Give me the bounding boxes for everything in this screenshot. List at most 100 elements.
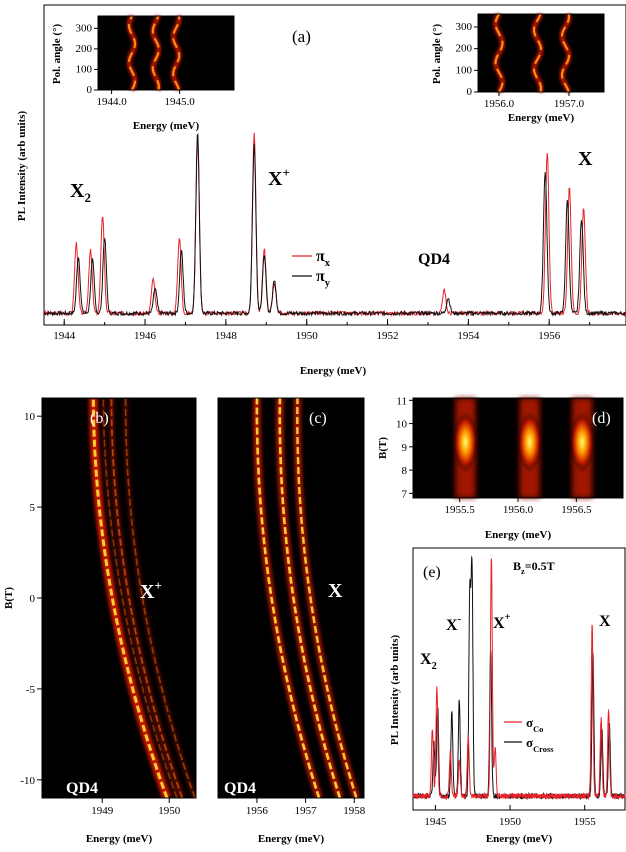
panel-a-xlabel: Energy (meV): [300, 365, 367, 377]
panel-a-frame: [43, 4, 626, 326]
map-line: [91, 398, 169, 798]
inset-right-ylabel: Pol. angle (°): [431, 24, 443, 85]
x-tick-label: 1955.5: [445, 504, 476, 516]
x-tick-label: 1957.0: [554, 98, 585, 110]
legend-label: σCross: [526, 735, 554, 754]
map-line: [102, 398, 178, 798]
legend-label-sub: Co: [533, 724, 543, 734]
map-spot: [517, 412, 542, 473]
panel-a-spectra: [43, 132, 626, 318]
x-tick-label: 1946: [134, 330, 157, 342]
inset-line-glow: [559, 13, 572, 93]
panel-e-xlabel: Energy (meV): [486, 833, 553, 845]
spectrum-Cross: [412, 555, 626, 801]
panel-c: 1956 1957 1958 (c) Energy (meV) X QD4: [217, 397, 366, 845]
x-tick-label: 1952: [377, 330, 399, 342]
x-tick-label: 1949: [91, 805, 114, 817]
legend-label-text: π: [316, 248, 325, 265]
peak-label-text: X: [268, 168, 283, 190]
peak-label: X+: [268, 165, 290, 190]
peak-label-sup: +: [505, 612, 511, 623]
x-tick-label: 1957: [295, 805, 318, 817]
x-tick-label: 1956.0: [503, 504, 534, 516]
map-line: [278, 398, 342, 798]
panel-e-frame: [412, 547, 626, 811]
x-tick-label: 1958: [343, 805, 366, 817]
y-tick-label: -10: [20, 775, 35, 787]
map-line-glow: [100, 398, 180, 798]
inset-left: 1944.0 1945.0 0 100 200 300 Energy (meV) Pol.…: [51, 14, 235, 132]
inset-left-frame: [97, 15, 235, 91]
y-tick-label: 10: [24, 411, 36, 423]
x-tick-label: 1956: [538, 330, 561, 342]
panel-d-lines: [453, 398, 595, 498]
panel-d: 1955.5 1956.0 1956.5 11 10 9 8 7 (d) B(T) Energ…: [377, 395, 624, 541]
legend-label: πy: [316, 268, 331, 289]
y-tick-label: 0: [467, 86, 473, 98]
y-tick-label: 7: [402, 488, 408, 500]
panel-b-xlabel: Energy (meV): [86, 833, 153, 845]
inset-left-lines: [126, 14, 182, 92]
x-tick-label: 1950: [158, 805, 181, 817]
panel-e-spectra: [412, 555, 626, 801]
peak-label-text: X: [578, 148, 593, 170]
state-label-text: QD4: [224, 780, 256, 797]
inset-left-xlabel: Energy (meV): [133, 120, 200, 132]
peak-label-text: QD4: [418, 251, 450, 268]
inset-right-frame: [477, 13, 605, 93]
panel-b-lines: [88, 398, 196, 798]
inset-line: [127, 15, 137, 91]
x-tick-label: 1956.0: [484, 98, 515, 110]
y-tick-label: 10: [396, 419, 408, 431]
map-spot: [453, 412, 478, 473]
panel-e-ylabel: PL Intensity (arb units): [389, 635, 401, 746]
legend-label-sub: x: [325, 258, 331, 269]
inset-line: [151, 15, 160, 91]
panel-e-label: (e): [423, 564, 441, 581]
legend-label-text: σ: [526, 715, 533, 730]
x-tick-label: 1948: [215, 330, 238, 342]
peak-label-text: X: [446, 617, 458, 634]
panel-d-ylabel: B(T): [377, 437, 389, 459]
spectrum-Co: [412, 558, 626, 801]
inset-left-ylabel: Pol. angle (°): [51, 24, 63, 85]
peak-label-text: X: [599, 613, 611, 630]
map-line: [124, 398, 196, 798]
title-rest: =0.5T: [525, 559, 555, 573]
panel-e-title: Bz=0.5T: [513, 559, 555, 576]
y-tick-label: 100: [76, 63, 93, 75]
peak-label-sub: 2: [432, 661, 437, 672]
peak-label: X: [578, 148, 593, 170]
peak-label-text: X: [493, 615, 505, 632]
panel-a: 1944 1946 1948 1950 1952 1954 1956 (a) Energy …: [16, 4, 626, 377]
map-lines: [88, 398, 196, 798]
y-tick-label: 300: [456, 21, 473, 33]
panel-a-label: (a): [292, 27, 311, 46]
inset-line-glow: [493, 12, 505, 94]
panel-b-ticks: 1949 1950 10 5 0 -5 -10: [20, 411, 180, 817]
inset-right-ticks: 1956.0 1957.0 0 100 200 300: [456, 21, 585, 110]
peak-label: X+: [493, 612, 511, 632]
panel-a-x-ticks: 1944 1946 1948 1950 1952 1954 1956: [53, 319, 591, 342]
y-tick-label: 5: [30, 502, 36, 514]
legend-label: πx: [316, 248, 331, 269]
panel-e-ticks: 1945 1950 1955: [424, 805, 596, 828]
state-label: X+: [140, 578, 162, 603]
panel-b-state-labels: X+ QD4: [66, 578, 162, 797]
x-tick-label: 1950: [499, 816, 522, 828]
panel-d-ticks: 1955.5 1956.0 1956.5 11 10 9 8 7: [396, 395, 592, 516]
y-tick-label: 0: [30, 593, 36, 605]
inset-right-xlabel: Energy (meV): [508, 112, 575, 124]
x-tick-label: 1945: [424, 816, 447, 828]
x-tick-label: 1950: [296, 330, 319, 342]
legend-label-sub: y: [325, 278, 331, 289]
state-label-text: X: [140, 581, 155, 603]
map-lines: [252, 398, 361, 798]
peak-label-text: X: [420, 651, 432, 668]
panel-b-label: (b): [90, 410, 109, 427]
y-tick-label: 0: [87, 84, 93, 96]
spectrum-y: [43, 133, 626, 318]
inset-line: [532, 13, 543, 93]
state-label: X: [328, 580, 343, 602]
